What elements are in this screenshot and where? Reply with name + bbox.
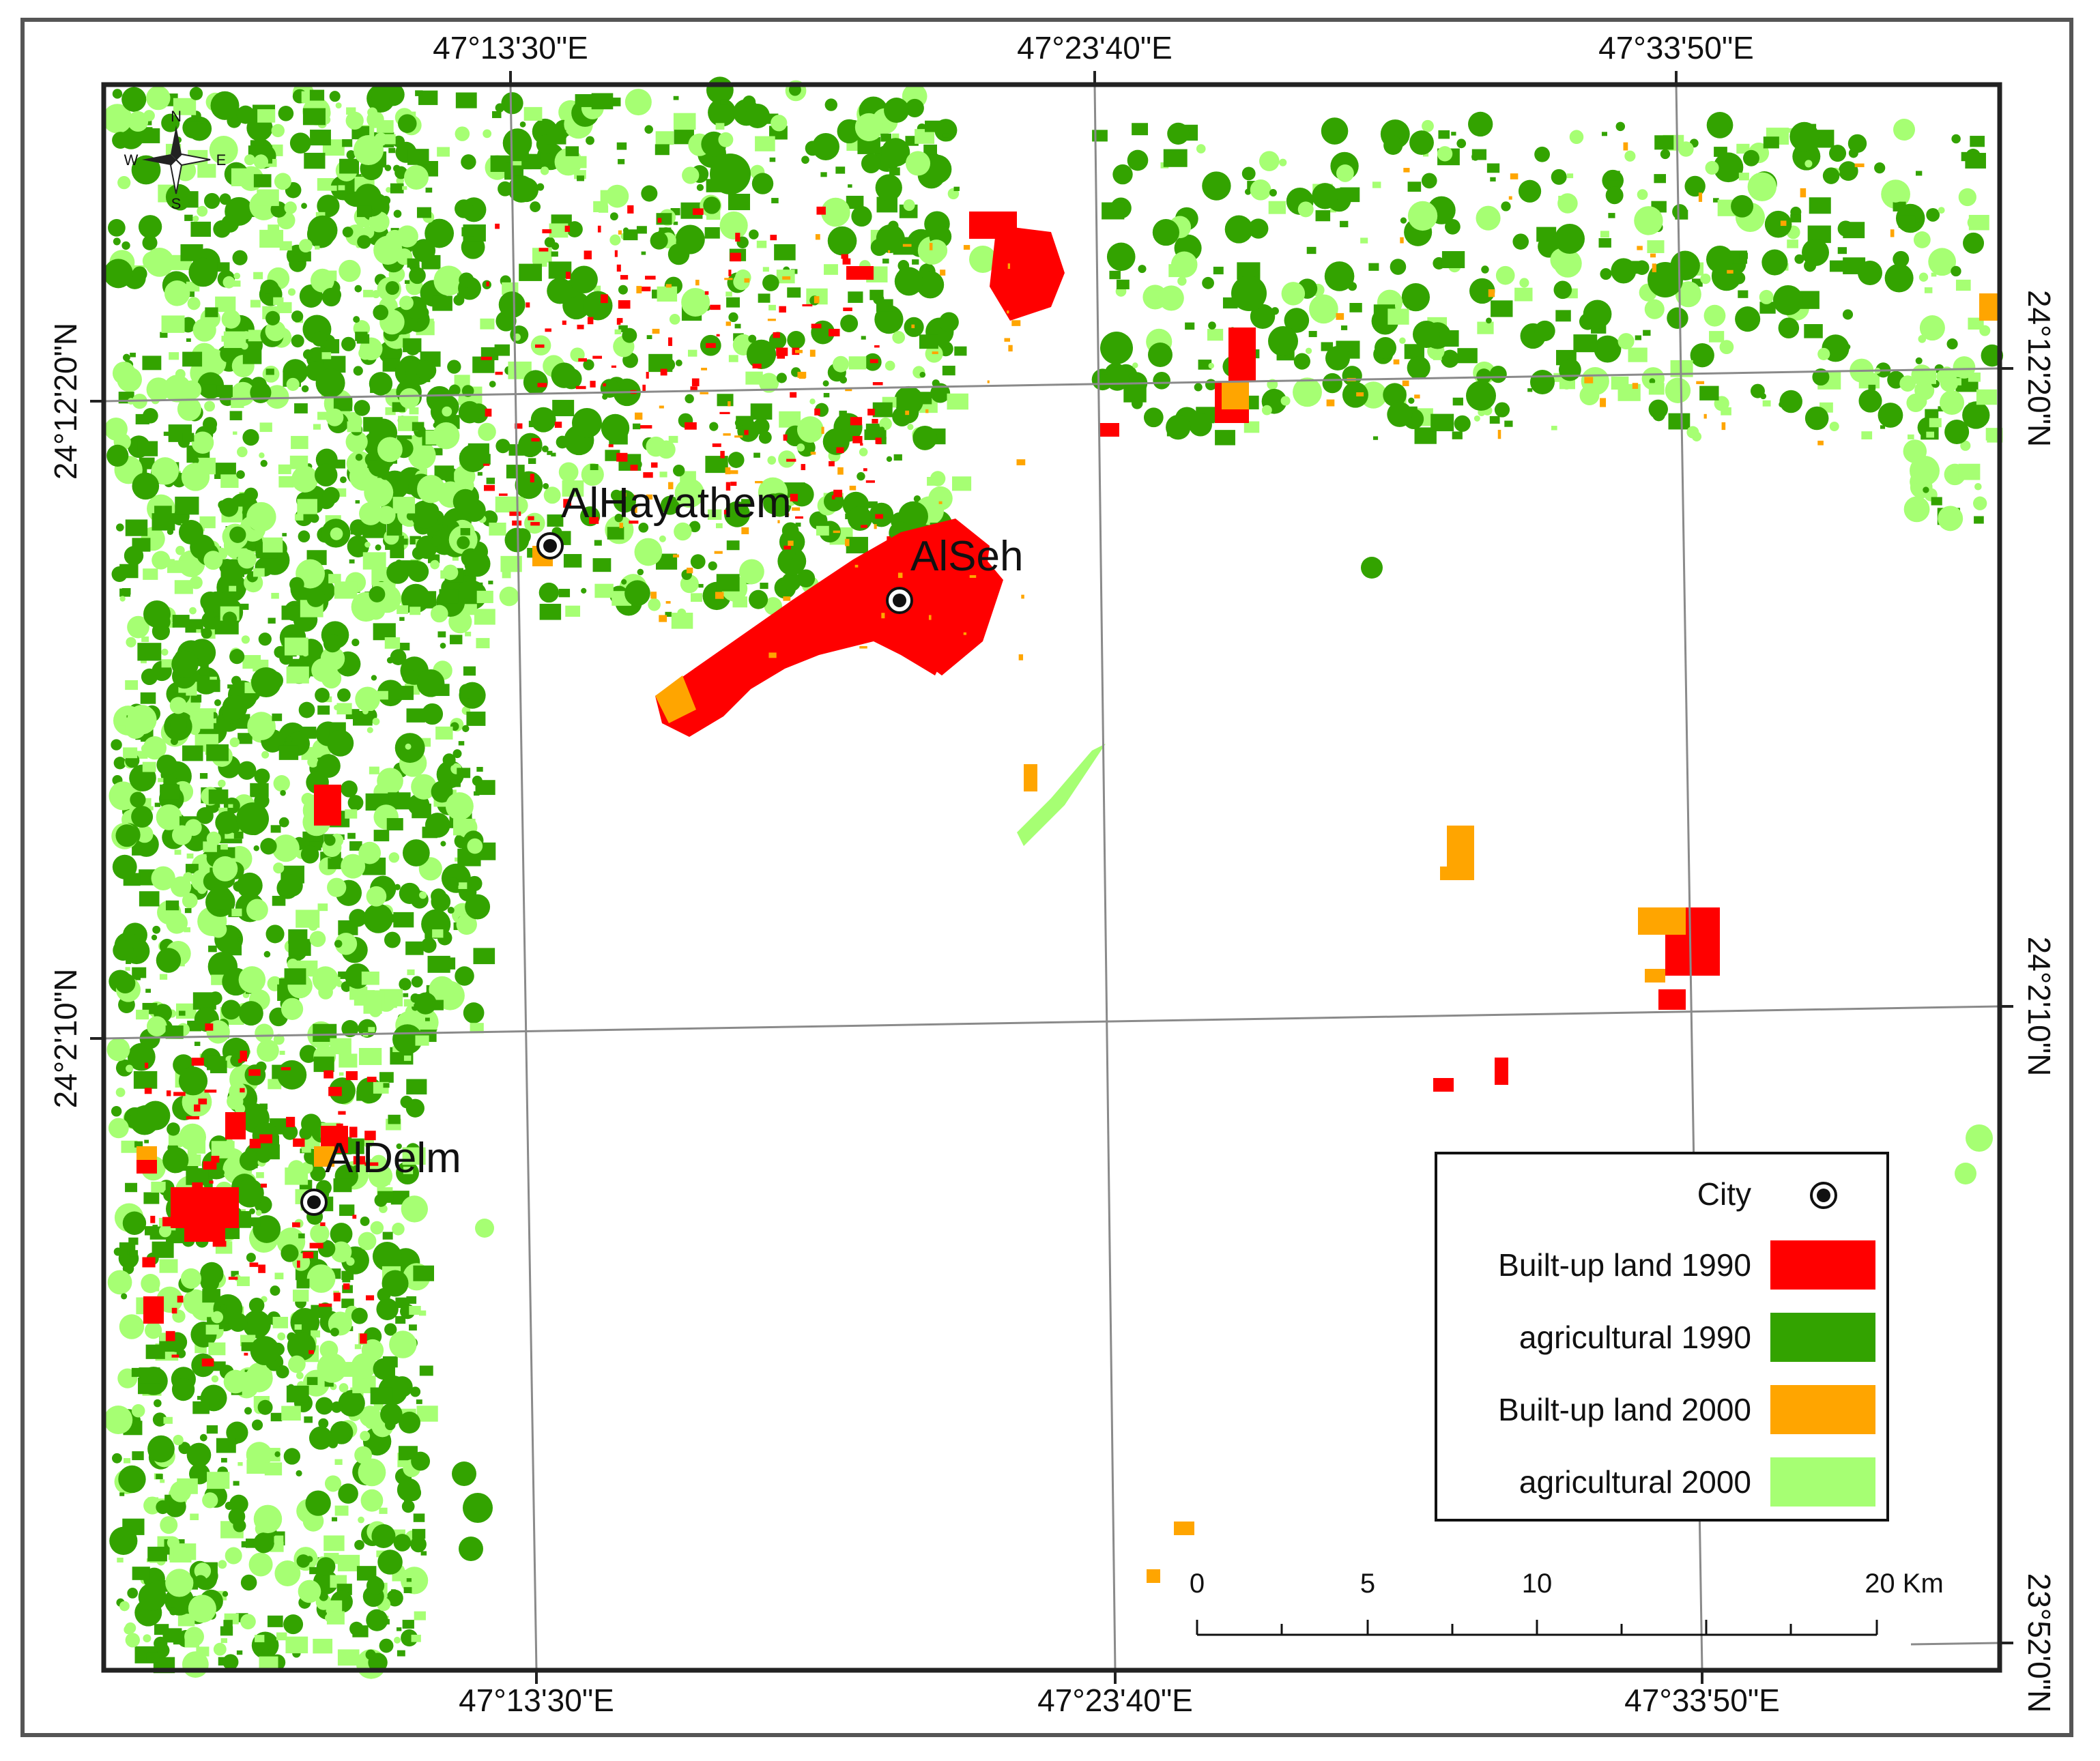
legend-city-label: City [1697,1176,1751,1212]
bottom-axis-label-3: 47°33'50"E [1624,1683,1780,1718]
legend-swatch-builtup-2000 [1770,1385,1875,1434]
land-cover-layer [102,76,2004,1679]
legend-swatch-builtup-1990 [1770,1240,1875,1290]
map-frame [101,82,2002,1673]
city-marker-alhayathem[interactable] [536,532,564,559]
meridian-line-2 [1093,84,1117,1671]
right-axis-label-2: 24°2'10"N [2022,937,2057,1077]
city-label-alhayathem: AlHayathem [561,480,792,527]
right-axis-label-1: 24°12'20"N [2022,290,2057,447]
top-axis-label-3: 47°33'50"E [1598,30,1754,66]
legend-label-agri-1990: agricultural 1990 [1519,1320,1751,1355]
scale-label-0: 0 [1190,1569,1205,1599]
parallel-line-1 [103,367,2000,403]
north-label: N [171,108,182,125]
top-axis-label-1: 47°13'30"E [433,30,588,66]
bottom-axis-label-2: 47°23'40"E [1037,1683,1193,1718]
legend-city-icon [1810,1182,1837,1209]
legend-swatch-agri-1990 [1770,1313,1875,1362]
south-label: S [171,195,182,212]
scale-label-10: 10 [1522,1569,1553,1599]
legend-swatch-agri-2000 [1770,1457,1875,1507]
top-axis-label-2: 47°23'40"E [1017,30,1173,66]
city-label-alseh: AlSeh [910,533,1023,580]
meridian-line-1 [509,84,538,1671]
legend-label-agri-2000: agricultural 2000 [1519,1464,1751,1500]
left-axis-label-1: 24°12'20"N [48,323,83,480]
parallel-line-2 [103,1005,2000,1040]
city-marker-aldelm[interactable] [300,1189,328,1216]
scale-label-5: 5 [1360,1569,1375,1599]
scale-label-20km: 20 Km [1865,1569,1944,1599]
legend: City Built-up land 1990 agricultural 199… [1435,1152,1889,1522]
north-arrow-icon: N S E W [124,108,227,212]
bottom-axis-label-1: 47°13'30"E [459,1683,614,1718]
right-axis-label-3: 23°52'0"N [2022,1573,2057,1713]
west-label: W [124,151,139,169]
legend-label-builtup-2000: Built-up land 2000 [1498,1392,1751,1427]
parallel-line-3 [1910,1642,2000,1646]
city-label-aldelm: AlDelm [325,1135,461,1182]
left-axis-label-2: 24°2'10"N [48,969,83,1109]
east-label: E [216,151,227,169]
top-ticks [90,71,2013,1684]
legend-label-builtup-1990: Built-up land 1990 [1498,1247,1751,1283]
scale-bar: 0 5 10 20 Km [1190,1569,1944,1636]
city-marker-alseh[interactable] [886,587,913,614]
